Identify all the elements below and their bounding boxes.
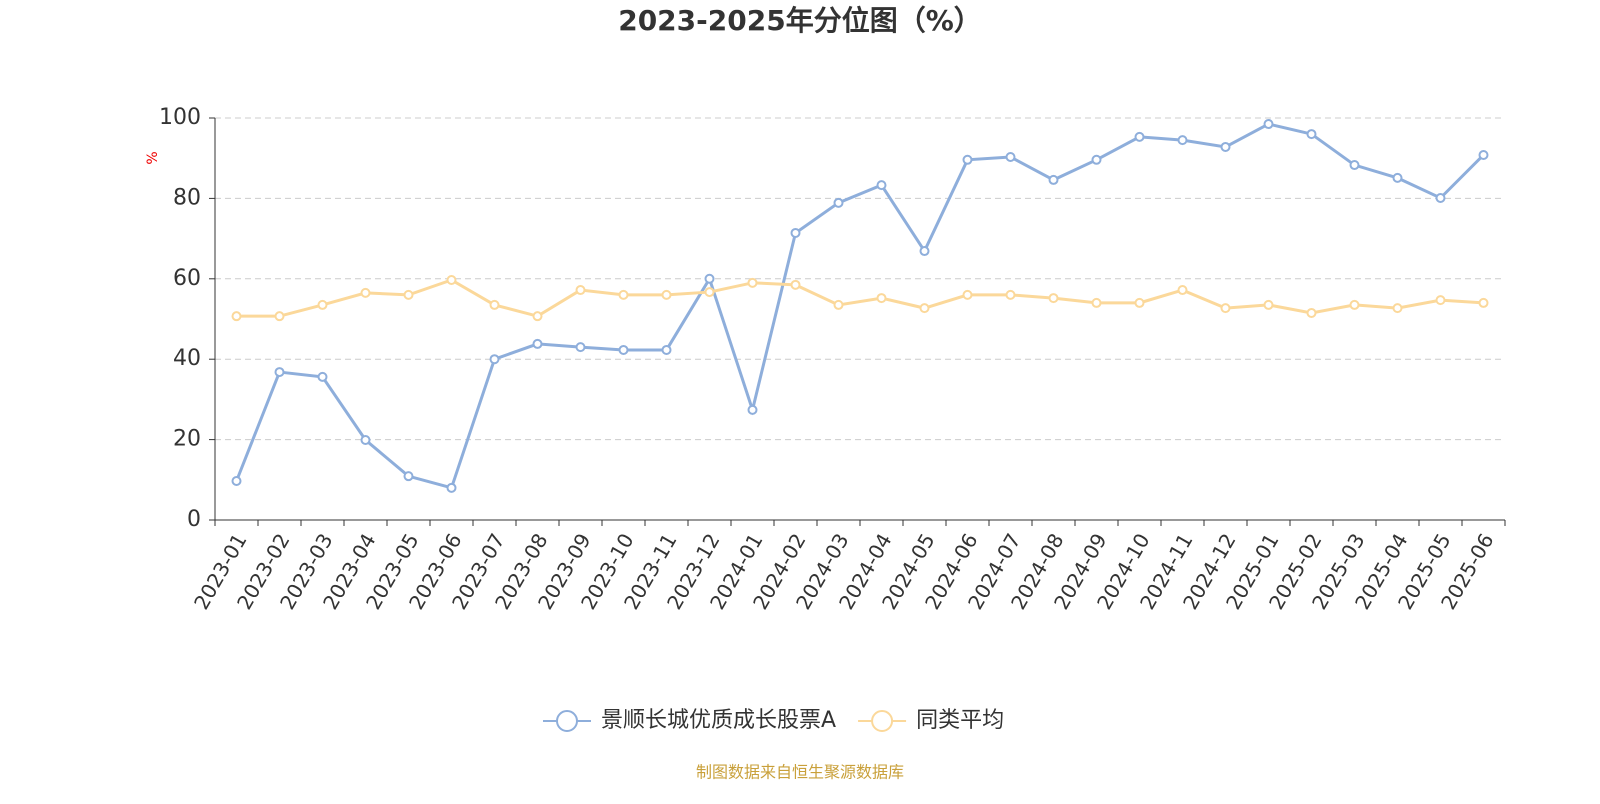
data-point — [876, 293, 887, 304]
data-point — [1478, 297, 1489, 308]
data-point — [403, 289, 414, 300]
data-point — [704, 287, 715, 298]
data-point — [1177, 285, 1188, 296]
chart-title: 2023-2025年分位图（%） — [618, 4, 982, 37]
data-point — [575, 342, 586, 353]
data-point — [1392, 172, 1403, 183]
data-point — [962, 154, 973, 165]
data-point — [747, 277, 758, 288]
data-point — [1349, 160, 1360, 171]
data-point — [532, 311, 543, 322]
data-point — [1263, 119, 1274, 130]
data-point — [661, 289, 672, 300]
data-point — [446, 275, 457, 286]
data-point — [360, 287, 371, 298]
data-point — [1134, 297, 1145, 308]
line-series — [235, 122, 1485, 490]
data-point — [532, 338, 543, 349]
legend-label: 同类平均 — [916, 708, 1004, 733]
data-point — [704, 273, 715, 284]
legend-item[interactable]: 同类平均 — [858, 708, 1004, 733]
data-point — [1220, 141, 1231, 152]
data-point — [1091, 154, 1102, 165]
data-point — [790, 227, 801, 238]
legend-marker — [871, 710, 894, 732]
data-point — [1005, 289, 1016, 300]
data-point — [231, 476, 242, 487]
data-point — [1134, 131, 1145, 142]
data-point — [618, 289, 629, 300]
data-point — [446, 482, 457, 493]
y-tick-label: 60 — [173, 266, 201, 291]
data-point — [1392, 303, 1403, 314]
legend-marker — [556, 710, 578, 732]
data-point — [1263, 299, 1274, 310]
data-point — [403, 471, 414, 482]
data-point — [1435, 295, 1446, 306]
data-point — [1306, 129, 1317, 140]
data-point — [790, 279, 801, 290]
y-tick-label: 0 — [187, 507, 201, 532]
data-point — [1349, 299, 1360, 310]
data-point — [661, 344, 672, 355]
data-point — [747, 404, 758, 415]
data-point — [919, 246, 930, 257]
data-point — [274, 367, 285, 378]
data-point — [919, 303, 930, 314]
data-point — [575, 285, 586, 296]
data-point — [1091, 297, 1102, 308]
data-point — [1048, 293, 1059, 304]
data-point — [1048, 174, 1059, 185]
y-tick-label: 40 — [173, 346, 201, 371]
y-axis-label: % — [145, 151, 161, 164]
data-point — [833, 197, 844, 208]
data-point — [618, 344, 629, 355]
line-series — [236, 278, 1484, 318]
data-point — [317, 299, 328, 310]
data-point — [1177, 135, 1188, 146]
legend-label: 景顺长城优质成长股票A — [601, 708, 836, 733]
data-point — [876, 180, 887, 191]
data-point — [1306, 307, 1317, 318]
data-point — [489, 354, 500, 365]
data-point — [1220, 303, 1231, 314]
data-point — [833, 299, 844, 310]
data-point — [489, 299, 500, 310]
data-point — [1478, 149, 1489, 160]
y-tick-label: 80 — [173, 185, 201, 210]
data-point — [360, 435, 371, 446]
legend-item[interactable]: 景顺长城优质成长股票A — [543, 708, 836, 733]
source-note: 制图数据来自恒生聚源数据库 — [696, 763, 904, 782]
data-point — [1435, 192, 1446, 203]
data-point — [274, 311, 285, 322]
y-tick-label: 20 — [173, 427, 201, 452]
data-point — [317, 371, 328, 382]
y-tick-label: 100 — [159, 105, 201, 130]
data-point — [231, 311, 242, 322]
data-point — [962, 289, 973, 300]
data-point — [1005, 151, 1016, 162]
